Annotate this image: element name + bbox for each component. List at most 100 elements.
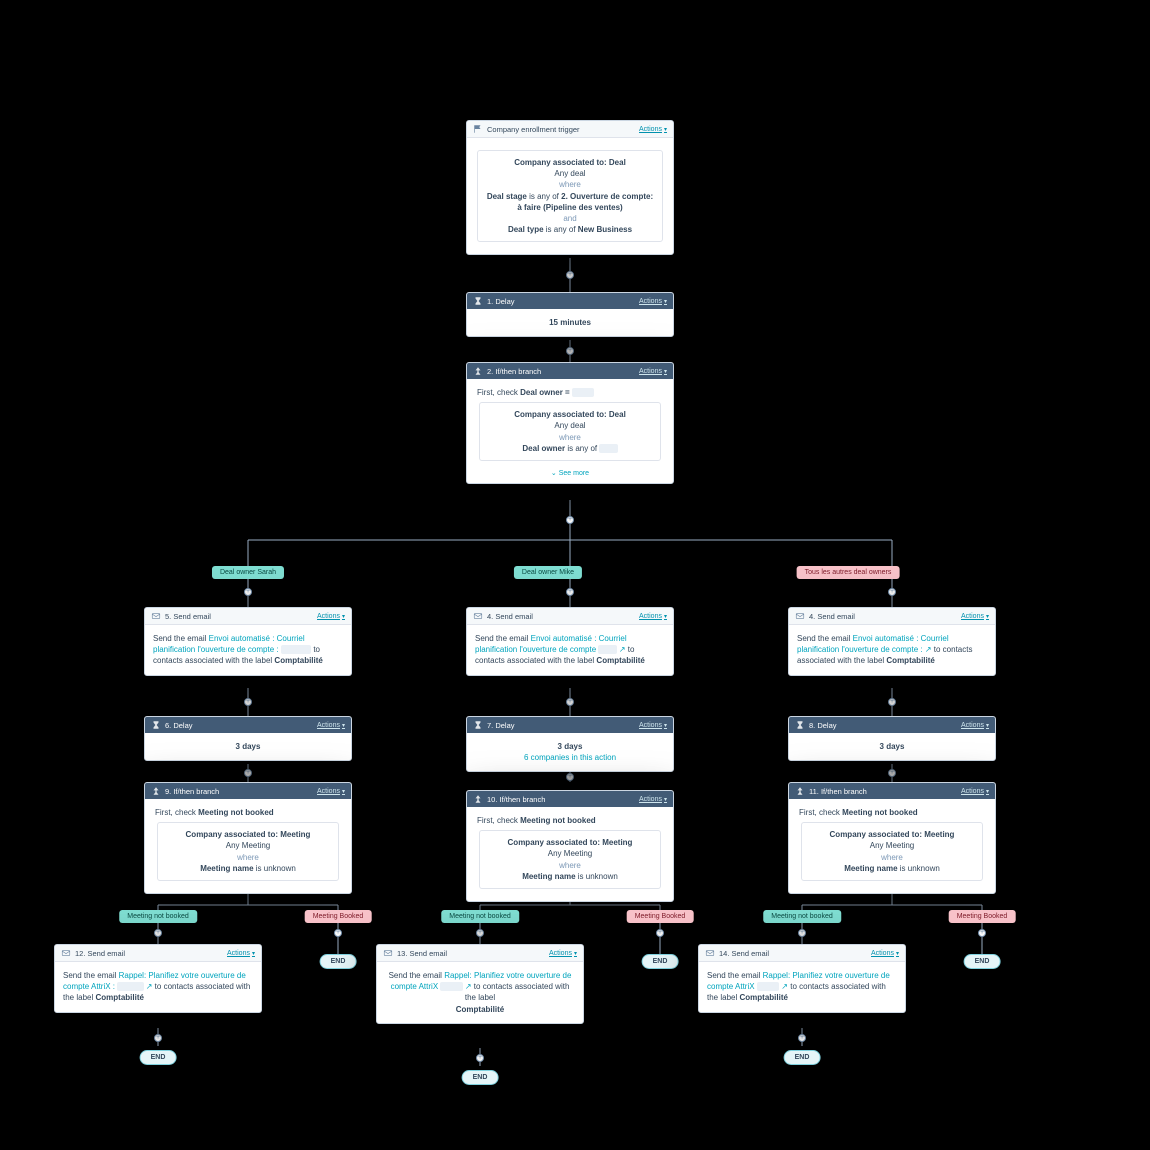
add-step-dot[interactable]	[978, 929, 986, 937]
card-title: 8. Delay	[809, 721, 837, 730]
send-email-card-4m[interactable]: 4. Send email Actions▾ Send the email En…	[466, 607, 674, 676]
send-email-card-12[interactable]: 12. Send email Actions▾ Send the email R…	[54, 944, 262, 1013]
actions-menu[interactable]: Actions▾	[317, 722, 345, 729]
card-header: 10. If/then branch Actions▾	[467, 791, 673, 807]
delay-card-6[interactable]: 6. Delay Actions▾ 3 days	[144, 716, 352, 761]
branch-card-10[interactable]: 10. If/then branch Actions▾ First, check…	[466, 790, 674, 902]
email-icon	[151, 611, 161, 621]
branch-card-11[interactable]: 11. If/then branch Actions▾ First, check…	[788, 782, 996, 894]
delay-value: 3 days	[880, 742, 905, 751]
card-title: 5. Send email	[165, 612, 211, 621]
add-step-dot[interactable]	[244, 588, 252, 596]
end-node: END	[784, 1050, 821, 1065]
delay-value: 3 days	[558, 742, 583, 751]
add-step-dot[interactable]	[888, 769, 896, 777]
see-more-link[interactable]: ⌄ See more	[467, 465, 673, 483]
card-title: 2. If/then branch	[487, 367, 541, 376]
sub-branch-label: Meeting Booked	[305, 910, 372, 923]
delay-value: 15 minutes	[549, 318, 591, 327]
actions-menu[interactable]: Actions▾	[639, 613, 667, 620]
delay-icon	[795, 720, 805, 730]
card-header: 4. Send email Actions▾	[467, 608, 673, 625]
card-header: 14. Send email Actions▾	[699, 945, 905, 962]
card-title: 1. Delay	[487, 297, 515, 306]
card-header: 1. Delay Actions▾	[467, 293, 673, 309]
email-icon	[61, 948, 71, 958]
actions-menu[interactable]: Actions▾	[639, 722, 667, 729]
send-email-card-4r[interactable]: 4. Send email Actions▾ Send the email En…	[788, 607, 996, 676]
sub-branch-label: Meeting not booked	[119, 910, 197, 923]
send-email-card-5[interactable]: 5. Send email Actions▾ Send the email En…	[144, 607, 352, 676]
send-email-card-14[interactable]: 14. Send email Actions▾ Send the email R…	[698, 944, 906, 1013]
actions-menu[interactable]: Actions▾	[961, 788, 989, 795]
add-step-dot[interactable]	[566, 698, 574, 706]
actions-menu[interactable]: Actions▾	[317, 613, 345, 620]
end-node: END	[642, 954, 679, 969]
add-step-dot[interactable]	[244, 769, 252, 777]
card-title: 11. If/then branch	[809, 787, 867, 796]
sub-branch-label: Meeting not booked	[441, 910, 519, 923]
end-node: END	[964, 954, 1001, 969]
actions-menu[interactable]: Actions▾	[317, 788, 345, 795]
add-step-dot[interactable]	[798, 929, 806, 937]
sub-branch-label: Meeting Booked	[949, 910, 1016, 923]
workflow-canvas: Company enrollment trigger Actions▾ Comp…	[0, 0, 1150, 1150]
add-step-dot[interactable]	[476, 929, 484, 937]
card-header: 5. Send email Actions▾	[145, 608, 351, 625]
actions-menu[interactable]: Actions▾	[639, 126, 667, 133]
delay-card-1[interactable]: 1. Delay Actions▾ 15 minutes	[466, 292, 674, 337]
delay-value: 3 days	[236, 742, 261, 751]
add-step-dot[interactable]	[798, 1034, 806, 1042]
card-title: 10. If/then branch	[487, 795, 545, 804]
add-step-dot[interactable]	[566, 516, 574, 524]
card-header: 11. If/then branch Actions▾	[789, 783, 995, 799]
flag-icon	[473, 124, 483, 134]
trigger-card[interactable]: Company enrollment trigger Actions▾ Comp…	[466, 120, 674, 255]
card-title: 4. Send email	[809, 612, 855, 621]
actions-menu[interactable]: Actions▾	[639, 298, 667, 305]
actions-menu[interactable]: Actions▾	[227, 950, 255, 957]
branch-icon	[151, 786, 161, 796]
branch-label-mid: Deal owner Mike	[514, 566, 582, 579]
email-icon	[705, 948, 715, 958]
actions-menu[interactable]: Actions▾	[961, 613, 989, 620]
delay-note[interactable]: 6 companies in this action	[475, 752, 665, 763]
email-icon	[473, 611, 483, 621]
branch-icon	[473, 366, 483, 376]
delay-icon	[473, 296, 483, 306]
add-step-dot[interactable]	[888, 588, 896, 596]
card-header: 12. Send email Actions▾	[55, 945, 261, 962]
add-step-dot[interactable]	[566, 271, 574, 279]
add-step-dot[interactable]	[476, 1054, 484, 1062]
add-step-dot[interactable]	[566, 773, 574, 781]
branch-label-right: Tous les autres deal owners	[797, 566, 900, 579]
card-header: 7. Delay Actions▾	[467, 717, 673, 733]
actions-menu[interactable]: Actions▾	[639, 796, 667, 803]
actions-menu[interactable]: Actions▾	[871, 950, 899, 957]
add-step-dot[interactable]	[566, 588, 574, 596]
add-step-dot[interactable]	[888, 698, 896, 706]
card-header: 4. Send email Actions▾	[789, 608, 995, 625]
branch-card-9[interactable]: 9. If/then branch Actions▾ First, check …	[144, 782, 352, 894]
card-title: 14. Send email	[719, 949, 769, 958]
add-step-dot[interactable]	[154, 1034, 162, 1042]
delay-card-8[interactable]: 8. Delay Actions▾ 3 days	[788, 716, 996, 761]
actions-menu[interactable]: Actions▾	[639, 368, 667, 375]
send-email-card-13[interactable]: 13. Send email Actions▾ Send the email R…	[376, 944, 584, 1024]
branch-criteria: Company associated to: Deal Any deal whe…	[479, 402, 661, 461]
card-header: 13. Send email Actions▾	[377, 945, 583, 962]
actions-menu[interactable]: Actions▾	[961, 722, 989, 729]
email-icon	[795, 611, 805, 621]
add-step-dot[interactable]	[656, 929, 664, 937]
delay-icon	[473, 720, 483, 730]
add-step-dot[interactable]	[334, 929, 342, 937]
add-step-dot[interactable]	[154, 929, 162, 937]
branch-card-2[interactable]: 2. If/then branch Actions▾ First, check …	[466, 362, 674, 484]
add-step-dot[interactable]	[244, 698, 252, 706]
actions-menu[interactable]: Actions▾	[549, 950, 577, 957]
end-node: END	[140, 1050, 177, 1065]
card-title: 6. Delay	[165, 721, 193, 730]
add-step-dot[interactable]	[566, 347, 574, 355]
card-title: 12. Send email	[75, 949, 125, 958]
delay-card-7[interactable]: 7. Delay Actions▾ 3 days 6 companies in …	[466, 716, 674, 772]
